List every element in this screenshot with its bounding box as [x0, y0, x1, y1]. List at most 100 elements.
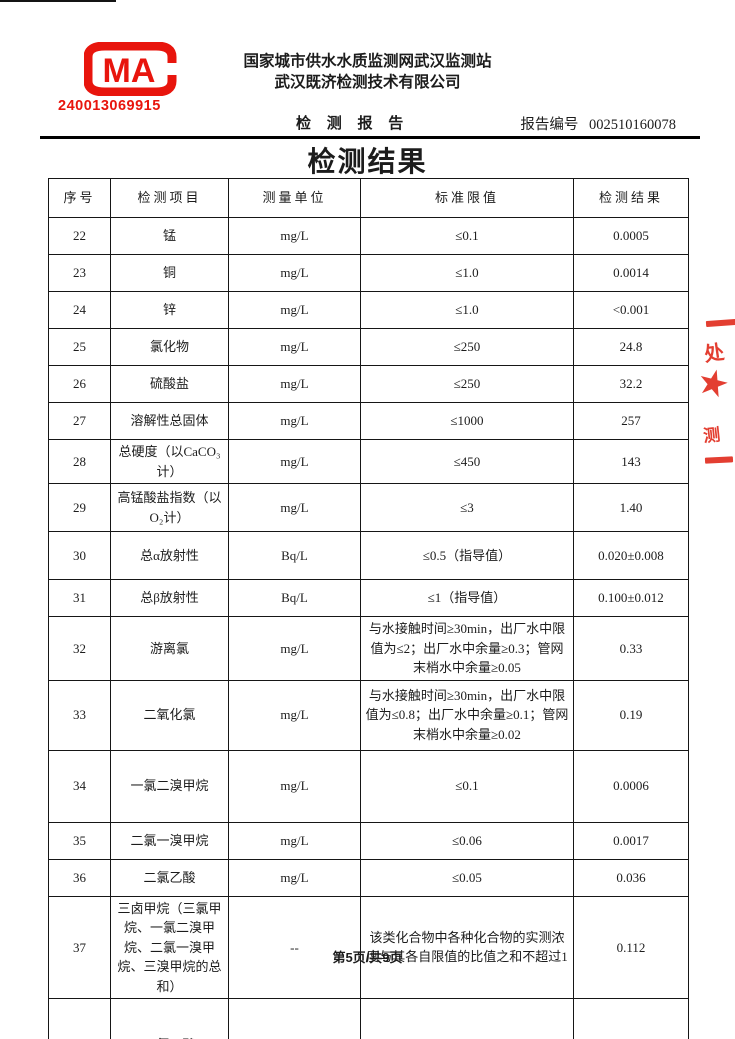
- table-row: 31 总β放射性 Bq/L ≤1（指导值） 0.100±0.012: [48, 579, 689, 617]
- unit-cell: Bq/L: [228, 531, 361, 580]
- row-no-cell: 27: [48, 402, 111, 440]
- limit-cell: ≤250: [360, 328, 574, 366]
- item-cell: 三氯乙酸: [110, 998, 229, 1039]
- report-header-line: 检 测 报 告 报告编号 002510160078: [0, 112, 735, 134]
- header-row: 序号 检测项目 测量单位 标准限值 检测结果: [48, 178, 689, 218]
- limit-cell: ≤250: [360, 365, 574, 403]
- column-header-unit: 测量单位: [228, 178, 361, 218]
- unit-cell: mg/L: [228, 402, 361, 440]
- table-row: 34 一氯二溴甲烷 mg/L ≤0.1 0.0006: [48, 749, 689, 823]
- seal-character-2: 测: [702, 425, 722, 446]
- result-cell: 0.0006: [573, 749, 689, 823]
- unit-cell: mg/L: [228, 679, 361, 751]
- table-row: 35 二氯一溴甲烷 mg/L ≤0.06 0.0017: [48, 821, 689, 860]
- table-row: 28 总硬度（以CaCO₃计） mg/L ≤450 143: [48, 439, 689, 484]
- table-row: 29 高锰酸盐指数（以O₂计） mg/L ≤3 1.40: [48, 483, 689, 532]
- cma-logo-block: MA 240013069915: [58, 42, 188, 114]
- cma-logo-icon: MA: [84, 42, 177, 96]
- header-divider: [40, 136, 700, 139]
- limit-cell: ≤1000: [360, 402, 574, 440]
- cma-certificate-number: 240013069915: [58, 98, 161, 114]
- results-table-body: 22 锰 mg/L ≤0.1 0.0005 23 铜 mg/L ≤1.0 0.0014 24 锌 mg/…: [48, 217, 689, 1039]
- report-number-label: 报告编号: [520, 117, 579, 133]
- row-no-cell: 23: [48, 254, 111, 292]
- item-cell: 氯化物: [110, 328, 229, 366]
- row-no-cell: 26: [48, 365, 111, 403]
- result-cell: 0.0014: [573, 254, 689, 292]
- unit-cell: mg/L: [228, 328, 361, 366]
- result-cell: 32.2: [573, 365, 689, 403]
- unit-cell: mg/L: [228, 439, 361, 484]
- page-number: 第5页/共9页: [332, 950, 403, 965]
- unit-cell: mg/L: [228, 291, 361, 329]
- item-cell: 铜: [110, 254, 229, 292]
- limit-cell: ≤1（指导值）: [360, 579, 574, 617]
- limit-cell: ≤0.06: [360, 821, 574, 860]
- item-cell: 二氧化氯: [110, 679, 229, 751]
- table-row: 36 二氯乙酸 mg/L ≤0.05 0.036: [48, 858, 689, 897]
- org-line-1: 国家城市供水水质监测网武汉监测站: [243, 53, 492, 70]
- row-no-cell: 25: [48, 328, 111, 366]
- org-line-2: 武汉既济检测技术有限公司: [274, 74, 461, 91]
- column-header-limit: 标准限值: [360, 178, 574, 218]
- report-type-label: 检 测 报 告: [296, 116, 410, 132]
- row-no-cell: 36: [48, 858, 111, 897]
- unit-cell: mg/L: [228, 365, 361, 403]
- unit-cell: mg/L: [228, 749, 361, 823]
- result-cell: 0.0017: [573, 821, 689, 860]
- report-number: 报告编号 002510160078: [520, 113, 676, 134]
- seal-star-icon: ★: [695, 362, 732, 404]
- unit-cell: mg/L: [228, 998, 361, 1039]
- result-cell: 0.33: [573, 616, 689, 681]
- result-cell: 0.041: [573, 998, 689, 1039]
- limit-cell: ≤3: [360, 483, 574, 532]
- limit-cell: ≤1.0: [360, 254, 574, 292]
- seal-border-top: [705, 318, 735, 328]
- unit-cell: mg/L: [228, 858, 361, 897]
- table-row: 25 氯化物 mg/L ≤250 24.8: [48, 328, 689, 366]
- item-cell: 锰: [110, 217, 229, 255]
- row-no-cell: 31: [48, 579, 111, 617]
- limit-cell: ≤0.1: [360, 998, 574, 1039]
- unit-cell: Bq/L: [228, 579, 361, 617]
- limit-cell: ≤0.1: [360, 217, 574, 255]
- limit-cell: ≤0.05: [360, 858, 574, 897]
- row-no-cell: 28: [48, 439, 111, 484]
- item-cell: 游离氯: [110, 616, 229, 681]
- item-cell: 溶解性总固体: [110, 402, 229, 440]
- row-no-cell: 24: [48, 291, 111, 329]
- item-cell: 硫酸盐: [110, 365, 229, 403]
- table-row: 24 锌 mg/L ≤1.0 <0.001: [48, 291, 689, 329]
- results-table: 序号 检测项目 测量单位 标准限值 检测结果 22 锰 mg/L ≤0.1 0.0005…: [48, 178, 689, 1039]
- item-cell: 总硬度（以CaCO₃计）: [110, 439, 229, 484]
- unit-cell: --: [228, 895, 361, 999]
- row-no-cell: 22: [48, 217, 111, 255]
- result-cell: 143: [573, 439, 689, 484]
- limit-cell: 与水接触时间≥30min，出厂水中限值为≤2；出厂水中余量≥0.3；管网末梢水中…: [360, 616, 574, 681]
- limit-cell: ≤450: [360, 439, 574, 484]
- result-cell: 0.036: [573, 858, 689, 897]
- result-cell: 0.020±0.008: [573, 531, 689, 580]
- limit-cell: ≤0.5（指导值）: [360, 531, 574, 580]
- table-row: 22 锰 mg/L ≤0.1 0.0005: [48, 217, 689, 255]
- table-row: 26 硫酸盐 mg/L ≤250 32.2: [48, 365, 689, 403]
- item-cell: 一氯二溴甲烷: [110, 749, 229, 823]
- limit-cell: ≤1.0: [360, 291, 574, 329]
- item-cell: 总α放射性: [110, 531, 229, 580]
- organization-names: 国家城市供水水质监测网武汉监测站 武汉既济检测技术有限公司: [0, 51, 735, 93]
- result-cell: 0.112: [573, 895, 689, 999]
- row-no-cell: 33: [48, 679, 111, 751]
- row-no-cell: 38: [48, 998, 111, 1039]
- row-no-cell: 29: [48, 483, 111, 532]
- seal-border-bottom: [704, 456, 734, 464]
- row-no-cell: 37: [48, 895, 111, 999]
- item-cell: 高锰酸盐指数（以O₂计）: [110, 483, 229, 532]
- result-cell: <0.001: [573, 291, 689, 329]
- item-cell: 锌: [110, 291, 229, 329]
- unit-cell: mg/L: [228, 483, 361, 532]
- table-row: 23 铜 mg/L ≤1.0 0.0014: [48, 254, 689, 292]
- table-row: 38三氯乙酸mg/L≤0.10.041: [48, 998, 689, 1039]
- limit-cell: ≤0.1: [360, 749, 574, 823]
- limit-cell: 该类化合物中各种化合物的实测浓度与其各自限值的比值之和不超过1: [360, 895, 574, 999]
